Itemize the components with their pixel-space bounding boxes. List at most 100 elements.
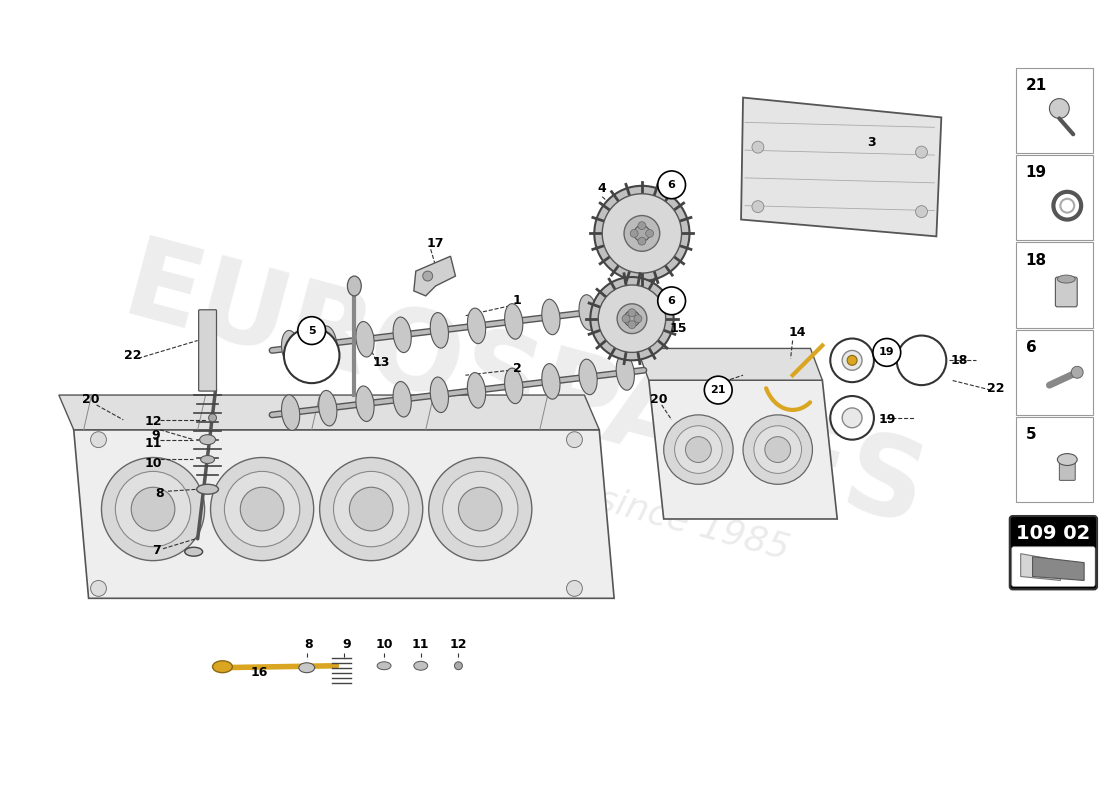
Circle shape	[915, 146, 927, 158]
Text: 22: 22	[124, 349, 142, 362]
Text: 9: 9	[152, 429, 161, 442]
Circle shape	[459, 487, 502, 531]
Ellipse shape	[579, 294, 597, 330]
FancyBboxPatch shape	[1010, 516, 1097, 590]
Circle shape	[333, 471, 409, 546]
Text: EUROSPARES: EUROSPARES	[112, 232, 937, 549]
Circle shape	[638, 222, 646, 230]
Ellipse shape	[356, 322, 374, 357]
Text: 12: 12	[144, 415, 162, 428]
Text: 109 02: 109 02	[1016, 524, 1090, 543]
Polygon shape	[1033, 557, 1085, 581]
Circle shape	[422, 271, 432, 281]
Ellipse shape	[348, 276, 361, 296]
Circle shape	[454, 662, 462, 670]
FancyBboxPatch shape	[1015, 417, 1093, 502]
Circle shape	[752, 201, 763, 213]
Text: 2: 2	[513, 362, 521, 374]
Text: 13: 13	[373, 356, 389, 369]
Circle shape	[320, 458, 422, 561]
Text: 20: 20	[81, 394, 99, 406]
Text: 19: 19	[1025, 166, 1047, 181]
Text: 20: 20	[650, 394, 668, 406]
Text: 6: 6	[668, 180, 675, 190]
Text: 19: 19	[879, 347, 894, 358]
Circle shape	[752, 141, 763, 153]
Circle shape	[240, 487, 284, 531]
Text: 21: 21	[711, 385, 726, 395]
Polygon shape	[1021, 554, 1060, 581]
Text: 21: 21	[1025, 78, 1047, 93]
Circle shape	[873, 338, 901, 366]
Ellipse shape	[542, 364, 560, 399]
Ellipse shape	[505, 304, 522, 339]
Circle shape	[591, 277, 673, 360]
Circle shape	[685, 437, 712, 462]
Text: 17: 17	[427, 237, 444, 250]
Text: 14: 14	[789, 326, 806, 339]
Ellipse shape	[430, 377, 449, 413]
Text: 4: 4	[598, 182, 606, 195]
Circle shape	[617, 304, 647, 334]
Circle shape	[754, 426, 802, 474]
Circle shape	[704, 376, 733, 404]
Text: 16: 16	[251, 666, 267, 679]
Ellipse shape	[1057, 275, 1075, 283]
Circle shape	[674, 426, 723, 474]
Circle shape	[830, 338, 873, 382]
Ellipse shape	[393, 317, 411, 353]
Circle shape	[210, 458, 313, 561]
Circle shape	[630, 230, 638, 238]
Circle shape	[131, 487, 175, 531]
Circle shape	[646, 230, 653, 238]
Circle shape	[634, 226, 650, 242]
Circle shape	[896, 335, 946, 385]
Ellipse shape	[505, 368, 522, 404]
Circle shape	[915, 206, 927, 218]
Circle shape	[843, 408, 862, 428]
FancyBboxPatch shape	[1059, 458, 1075, 480]
Text: 5: 5	[1025, 427, 1036, 442]
Circle shape	[634, 314, 642, 322]
FancyBboxPatch shape	[1015, 155, 1093, 240]
Circle shape	[298, 317, 326, 345]
Ellipse shape	[468, 308, 486, 344]
Circle shape	[224, 471, 300, 546]
Circle shape	[624, 310, 640, 326]
Circle shape	[429, 458, 531, 561]
Circle shape	[598, 285, 666, 353]
Ellipse shape	[319, 326, 337, 362]
Ellipse shape	[282, 395, 299, 430]
Circle shape	[594, 186, 690, 281]
Text: 11: 11	[412, 638, 429, 651]
Circle shape	[623, 314, 630, 322]
Circle shape	[764, 437, 791, 462]
Text: 10: 10	[375, 638, 393, 651]
Polygon shape	[414, 256, 455, 296]
Ellipse shape	[542, 299, 560, 334]
Text: 6: 6	[1025, 340, 1036, 355]
Text: 1: 1	[513, 294, 521, 307]
FancyBboxPatch shape	[199, 310, 217, 391]
Circle shape	[658, 287, 685, 314]
Ellipse shape	[616, 354, 635, 390]
FancyBboxPatch shape	[1015, 68, 1093, 153]
Ellipse shape	[393, 382, 411, 417]
Circle shape	[284, 328, 340, 383]
Circle shape	[663, 415, 733, 484]
Ellipse shape	[616, 290, 635, 326]
Ellipse shape	[200, 455, 214, 463]
Ellipse shape	[282, 330, 299, 366]
Circle shape	[566, 432, 582, 447]
Ellipse shape	[356, 386, 374, 422]
FancyBboxPatch shape	[1015, 330, 1093, 415]
Ellipse shape	[185, 547, 202, 556]
Ellipse shape	[1057, 454, 1077, 466]
FancyBboxPatch shape	[1055, 277, 1077, 307]
Ellipse shape	[299, 662, 315, 673]
Text: 8: 8	[156, 486, 164, 500]
Polygon shape	[741, 98, 942, 236]
Circle shape	[209, 414, 217, 422]
Text: 8: 8	[305, 638, 314, 651]
Text: 7: 7	[152, 544, 161, 558]
